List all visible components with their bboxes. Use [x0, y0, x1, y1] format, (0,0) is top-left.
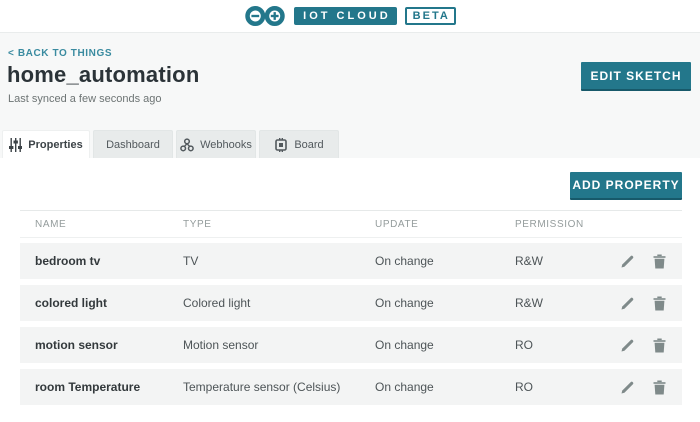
row-actions [620, 338, 684, 353]
back-to-things-link[interactable]: < BACK TO THINGS [8, 48, 113, 59]
property-update: On change [375, 380, 434, 394]
delete-trash-icon[interactable] [653, 254, 666, 269]
tab-board[interactable]: Board [259, 130, 339, 158]
property-type: Temperature sensor (Celsius) [183, 380, 341, 394]
tab-label: Board [294, 138, 324, 151]
delete-trash-icon[interactable] [653, 380, 666, 395]
tab-webhooks[interactable]: Webhooks [176, 130, 256, 158]
iot-cloud-logo-badge: IOT CLOUD [294, 7, 397, 25]
sliders-icon [9, 137, 23, 152]
last-synced-status: Last synced a few seconds ago [8, 93, 162, 105]
webhook-icon [180, 137, 194, 151]
edit-pencil-icon[interactable] [620, 296, 635, 311]
table-row[interactable]: room Temperature Temperature sensor (Cel… [20, 369, 682, 405]
row-actions [620, 380, 684, 395]
property-update: On change [375, 338, 434, 352]
arduino-infinity-logo-icon [245, 5, 285, 27]
tab-bar: Properties Dashboard Webhooks Board [2, 130, 339, 158]
tab-label: Properties [28, 138, 83, 151]
column-header-name: NAME [35, 218, 67, 230]
column-header-type: TYPE [183, 218, 212, 230]
table-row[interactable]: bedroom tv TV On change R&W [20, 243, 682, 279]
tab-properties[interactable]: Properties [2, 130, 90, 158]
properties-table: NAME TYPE UPDATE PERMISSION bedroom tv T… [20, 210, 682, 411]
property-type: Motion sensor [183, 338, 259, 352]
beta-badge: BETA [404, 7, 456, 25]
add-property-button[interactable]: ADD PROPERTY [570, 172, 682, 200]
edit-sketch-button[interactable]: EDIT SKETCH [581, 62, 691, 91]
edit-pencil-icon[interactable] [620, 338, 635, 353]
row-actions [620, 296, 684, 311]
property-type: TV [183, 254, 199, 268]
tab-dashboard[interactable]: Dashboard [93, 130, 173, 158]
table-header-row: NAME TYPE UPDATE PERMISSION [20, 210, 682, 238]
column-header-update: UPDATE [375, 218, 419, 230]
table-row[interactable]: colored light Colored light On change R&… [20, 285, 682, 321]
top-bar: IOT CLOUD BETA [0, 0, 700, 33]
table-row[interactable]: motion sensor Motion sensor On change RO [20, 327, 682, 363]
property-name: colored light [35, 296, 107, 310]
properties-panel: ADD PROPERTY NAME TYPE UPDATE PERMISSION… [0, 158, 700, 422]
property-permission: R&W [515, 296, 543, 310]
delete-trash-icon[interactable] [653, 338, 666, 353]
property-update: On change [375, 296, 434, 310]
property-name: bedroom tv [35, 254, 101, 268]
delete-trash-icon[interactable] [653, 296, 666, 311]
property-name: motion sensor [35, 338, 118, 352]
edit-pencil-icon[interactable] [620, 380, 635, 395]
property-permission: RO [515, 380, 533, 394]
property-name: room Temperature [35, 380, 141, 394]
property-update: On change [375, 254, 434, 268]
property-permission: RO [515, 338, 533, 352]
property-permission: R&W [515, 254, 543, 268]
property-type: Colored light [183, 296, 251, 310]
chip-icon [275, 137, 288, 152]
column-header-permission: PERMISSION [515, 218, 584, 230]
table-body: bedroom tv TV On change R&W [20, 243, 682, 405]
tab-label: Webhooks [200, 138, 252, 151]
row-actions [620, 254, 684, 269]
page-title: home_automation [7, 62, 200, 87]
edit-pencil-icon[interactable] [620, 254, 635, 269]
tab-label: Dashboard [106, 138, 160, 151]
